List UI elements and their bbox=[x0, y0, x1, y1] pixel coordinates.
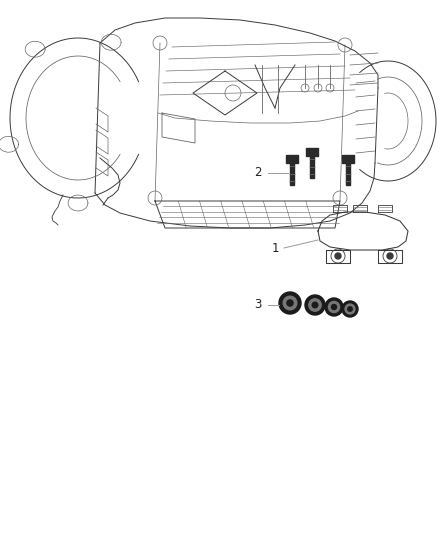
Circle shape bbox=[335, 253, 341, 259]
Circle shape bbox=[348, 307, 352, 311]
Bar bbox=[310, 156, 314, 178]
Text: 3: 3 bbox=[254, 298, 261, 311]
Text: 1: 1 bbox=[271, 241, 279, 254]
Circle shape bbox=[328, 302, 339, 312]
Circle shape bbox=[279, 292, 301, 314]
Circle shape bbox=[287, 300, 293, 306]
Bar bbox=[306, 148, 318, 156]
Circle shape bbox=[283, 296, 297, 310]
Bar bbox=[290, 163, 294, 185]
Circle shape bbox=[312, 302, 318, 308]
Circle shape bbox=[332, 304, 336, 310]
Circle shape bbox=[345, 304, 355, 314]
Circle shape bbox=[305, 295, 325, 315]
Circle shape bbox=[387, 253, 393, 259]
Text: 2: 2 bbox=[254, 166, 262, 180]
Circle shape bbox=[309, 299, 321, 311]
Bar bbox=[346, 163, 350, 185]
Circle shape bbox=[342, 301, 358, 317]
Circle shape bbox=[325, 298, 343, 316]
Bar bbox=[342, 155, 354, 163]
Bar bbox=[286, 155, 298, 163]
